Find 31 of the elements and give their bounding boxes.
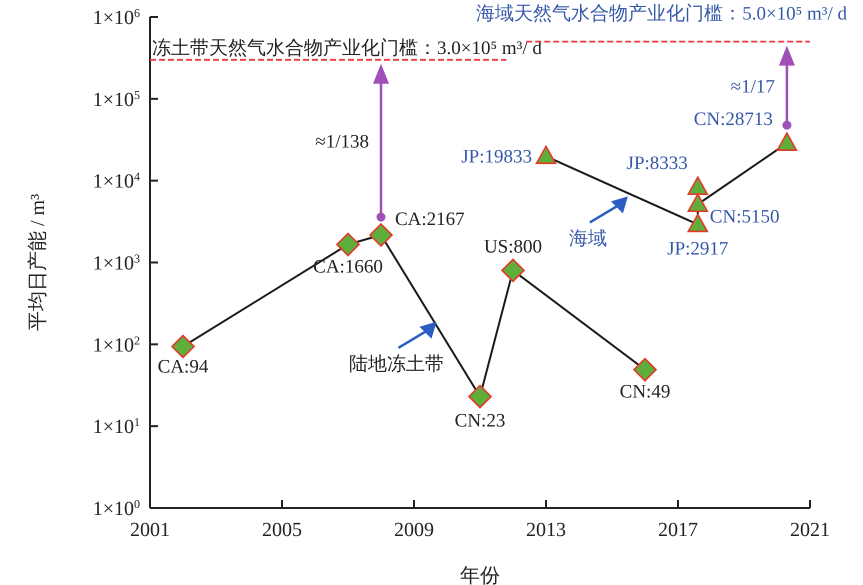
y-tick-label: 1×10$^{5}$: [92, 88, 140, 111]
x-tick-label: 2021: [790, 519, 830, 541]
data-label: CA:2167: [395, 209, 465, 230]
data-label: CN:28713: [694, 109, 773, 130]
text: 海域: [568, 228, 607, 250]
data-label: CA:94: [158, 356, 209, 378]
series-label: 陆地冻土带: [349, 354, 444, 375]
data-label: CN:5150: [710, 206, 780, 228]
data-label: JP:8333: [626, 153, 688, 174]
y-tick-label: 1×10$^{3}$: [92, 252, 140, 274]
x-tick-label: 2001: [130, 519, 170, 541]
annotation: ≈1/138: [315, 131, 369, 152]
x-tick-label: 2005: [262, 519, 302, 541]
y-tick-label: 1×10$^{0}$: [92, 497, 140, 520]
data-label: CN:49: [620, 382, 670, 403]
x-axis-title: 年份: [460, 565, 500, 585]
y-tick-label: 1×10$^{6}$: [92, 6, 140, 29]
x-tick-label: 2009: [394, 519, 434, 541]
data-label: CN:23: [454, 410, 506, 432]
y-tick-label: 1×10$^{1}$: [92, 415, 140, 438]
data-label: JP:2917: [667, 238, 728, 260]
y-tick-label: 1×10$^{4}$: [92, 170, 140, 193]
data-label: CA:1660: [313, 256, 383, 278]
x-tick-label: 2017: [658, 519, 698, 541]
data-label: US:800: [484, 236, 542, 258]
y-tick-label: 1×10$^{2}$: [92, 333, 140, 356]
x-tick-label: 2013: [526, 519, 566, 541]
y-axis-title: 平均日产能 / m³: [27, 194, 49, 332]
ref-line-label: 海域天然气水合物产业化门槛：5.0×10⁵ m³/ d: [476, 2, 848, 25]
annotation: ≈1/17: [730, 76, 775, 98]
data-label: JP:19833: [461, 146, 532, 168]
